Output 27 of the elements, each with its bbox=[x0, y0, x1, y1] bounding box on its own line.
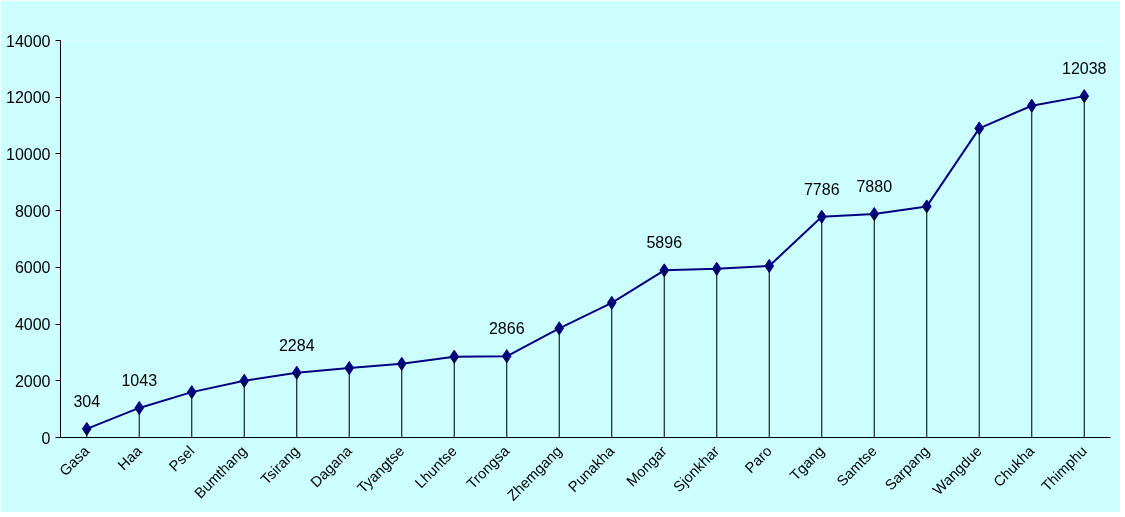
data-label: 2284 bbox=[278, 336, 315, 354]
y-tick-label: 14000 bbox=[6, 32, 51, 50]
data-label: 1043 bbox=[121, 371, 158, 389]
y-tick-label: 10000 bbox=[6, 145, 51, 163]
data-label: 7786 bbox=[803, 180, 840, 198]
point bbox=[396, 356, 407, 371]
point bbox=[764, 258, 775, 273]
y-tick-label: 2000 bbox=[14, 372, 51, 390]
point bbox=[1026, 98, 1037, 113]
x-tick-label: Haa bbox=[114, 442, 146, 474]
y-tick-label: 6000 bbox=[14, 259, 51, 277]
data-label: 7880 bbox=[856, 178, 893, 196]
point bbox=[606, 295, 617, 310]
data-label: 2866 bbox=[488, 320, 525, 338]
point bbox=[81, 421, 92, 436]
point bbox=[501, 349, 512, 364]
data-label: 12038 bbox=[1062, 60, 1107, 78]
point bbox=[711, 261, 722, 276]
y-tick-label: 0 bbox=[41, 429, 51, 447]
y-tick-label: 4000 bbox=[14, 316, 51, 334]
point bbox=[134, 400, 145, 415]
data-label: 5896 bbox=[646, 234, 683, 252]
point bbox=[239, 373, 250, 388]
y-tick-label: 12000 bbox=[6, 89, 51, 107]
point bbox=[449, 349, 460, 364]
data-label: 304 bbox=[73, 392, 101, 410]
y-tick-label: 8000 bbox=[14, 202, 51, 220]
